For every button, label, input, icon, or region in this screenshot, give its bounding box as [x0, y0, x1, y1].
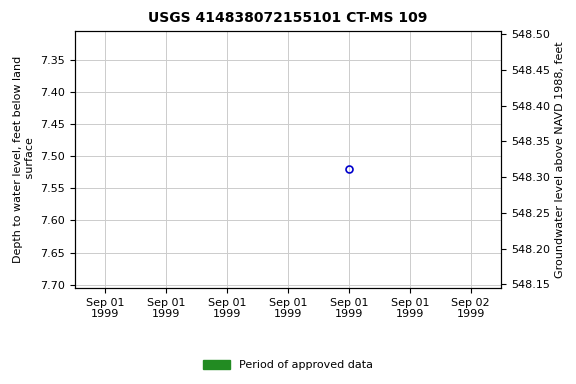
Y-axis label: Groundwater level above NAVD 1988, feet: Groundwater level above NAVD 1988, feet — [555, 41, 566, 278]
Title: USGS 414838072155101 CT-MS 109: USGS 414838072155101 CT-MS 109 — [148, 12, 428, 25]
Legend: Period of approved data: Period of approved data — [198, 355, 378, 375]
Y-axis label: Depth to water level, feet below land
 surface: Depth to water level, feet below land su… — [13, 56, 35, 263]
